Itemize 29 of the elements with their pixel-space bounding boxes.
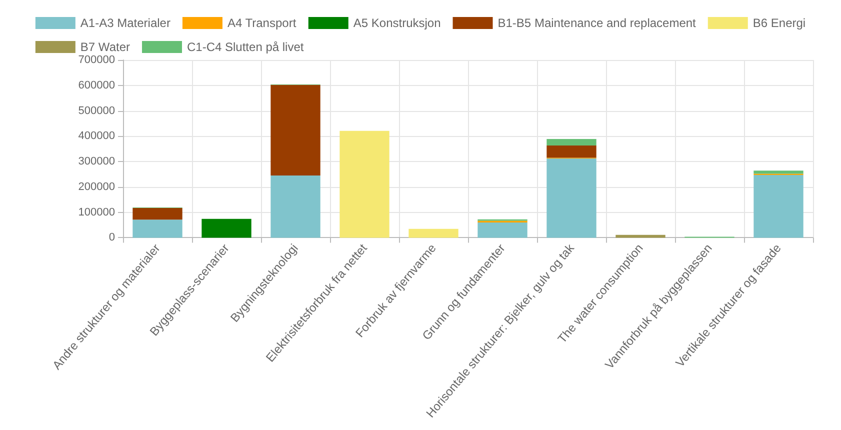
y-tick-label: 100000 [78, 206, 115, 218]
legend-label: A4 Transport [227, 16, 297, 30]
bar [340, 130, 390, 238]
legend-label: C1-C4 Slutten på livet [186, 40, 304, 54]
bar [270, 84, 320, 176]
legend-label: B6 Energi [752, 16, 806, 30]
y-tick-label: 200000 [78, 180, 115, 193]
bar [754, 175, 804, 238]
y-tick-label: 500000 [78, 104, 115, 117]
y-tick-label: 600000 [78, 79, 115, 92]
y-tick-label: 300000 [78, 156, 115, 168]
bar [132, 220, 182, 238]
y-tick-label: 400000 [78, 130, 115, 142]
y-tick-label: 0 [108, 232, 115, 244]
bar [132, 208, 182, 220]
legend-label: A1-A3 Materialer [80, 16, 170, 30]
bar [546, 146, 596, 158]
bar [546, 138, 596, 146]
bar [616, 234, 666, 238]
bar [270, 176, 320, 238]
legend-label: B1-B5 Maintenance and replacement [498, 16, 697, 30]
bar [546, 158, 596, 238]
bar [202, 218, 252, 238]
bar [478, 222, 528, 238]
legend-label: B7 Water [80, 40, 130, 54]
legend-label: A5 Konstruksjon [353, 16, 441, 30]
bar [754, 170, 804, 174]
y-tick-label: 700000 [78, 54, 115, 66]
bar [408, 228, 458, 238]
